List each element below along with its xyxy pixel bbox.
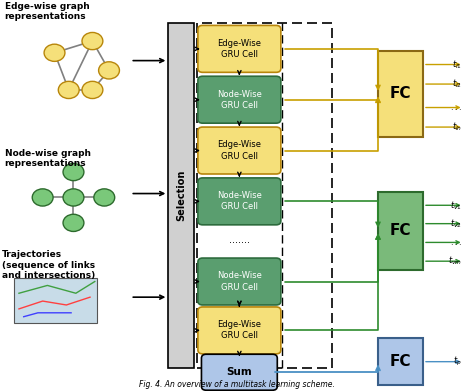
- Text: $...$: $...$: [450, 103, 462, 112]
- Bar: [378, 192, 423, 270]
- Circle shape: [94, 189, 115, 206]
- Text: Trajectories
(sequence of links
and intersections): Trajectories (sequence of links and inte…: [2, 250, 96, 280]
- Circle shape: [63, 189, 84, 206]
- Text: $t_{l1}$: $t_{l1}$: [452, 58, 462, 71]
- Circle shape: [82, 32, 103, 50]
- Circle shape: [63, 214, 84, 231]
- Text: $t_{vm}$: $t_{vm}$: [448, 255, 462, 267]
- Circle shape: [58, 81, 79, 99]
- FancyBboxPatch shape: [198, 127, 281, 174]
- Text: Node-Wise
GRU Cell: Node-Wise GRU Cell: [217, 90, 262, 110]
- Bar: [14, 278, 97, 323]
- Bar: [168, 23, 194, 368]
- Text: Edge-Wise
GRU Cell: Edge-Wise GRU Cell: [218, 320, 261, 341]
- Circle shape: [99, 62, 119, 79]
- Bar: [378, 51, 423, 137]
- FancyBboxPatch shape: [198, 178, 281, 225]
- Text: $t_{l2}$: $t_{l2}$: [452, 78, 462, 90]
- Circle shape: [82, 81, 103, 99]
- Circle shape: [44, 44, 65, 61]
- Text: Sum: Sum: [227, 367, 252, 377]
- FancyBboxPatch shape: [198, 76, 281, 123]
- Bar: [378, 338, 423, 385]
- Text: Edge-Wise
GRU Cell: Edge-Wise GRU Cell: [218, 39, 261, 59]
- Text: $t_{v2}$: $t_{v2}$: [450, 217, 462, 230]
- Text: $t_{v1}$: $t_{v1}$: [450, 199, 462, 212]
- Circle shape: [63, 163, 84, 181]
- Text: Node-Wise
GRU Cell: Node-Wise GRU Cell: [217, 191, 262, 212]
- Text: $t_p$: $t_p$: [454, 355, 462, 368]
- Text: FC: FC: [390, 223, 411, 238]
- Bar: [197, 23, 332, 368]
- Text: $...$: $...$: [450, 238, 462, 247]
- Text: Node-Wise
GRU Cell: Node-Wise GRU Cell: [217, 271, 262, 292]
- Text: Node-wise graph
representations: Node-wise graph representations: [5, 149, 91, 168]
- Text: .......: .......: [229, 235, 250, 246]
- Text: Edge-Wise
GRU Cell: Edge-Wise GRU Cell: [218, 140, 261, 161]
- Text: Fig. 4. An overview of a multitask learning scheme.: Fig. 4. An overview of a multitask learn…: [139, 380, 335, 389]
- FancyBboxPatch shape: [198, 25, 281, 72]
- FancyBboxPatch shape: [198, 307, 281, 354]
- Text: FC: FC: [390, 86, 411, 101]
- Text: Selection: Selection: [176, 170, 186, 221]
- Text: $t_{ln}$: $t_{ln}$: [452, 121, 462, 133]
- Text: FC: FC: [390, 354, 411, 369]
- Circle shape: [32, 189, 53, 206]
- Text: Edge-wise graph
representations: Edge-wise graph representations: [5, 2, 90, 22]
- FancyBboxPatch shape: [198, 258, 281, 305]
- FancyBboxPatch shape: [201, 354, 277, 390]
